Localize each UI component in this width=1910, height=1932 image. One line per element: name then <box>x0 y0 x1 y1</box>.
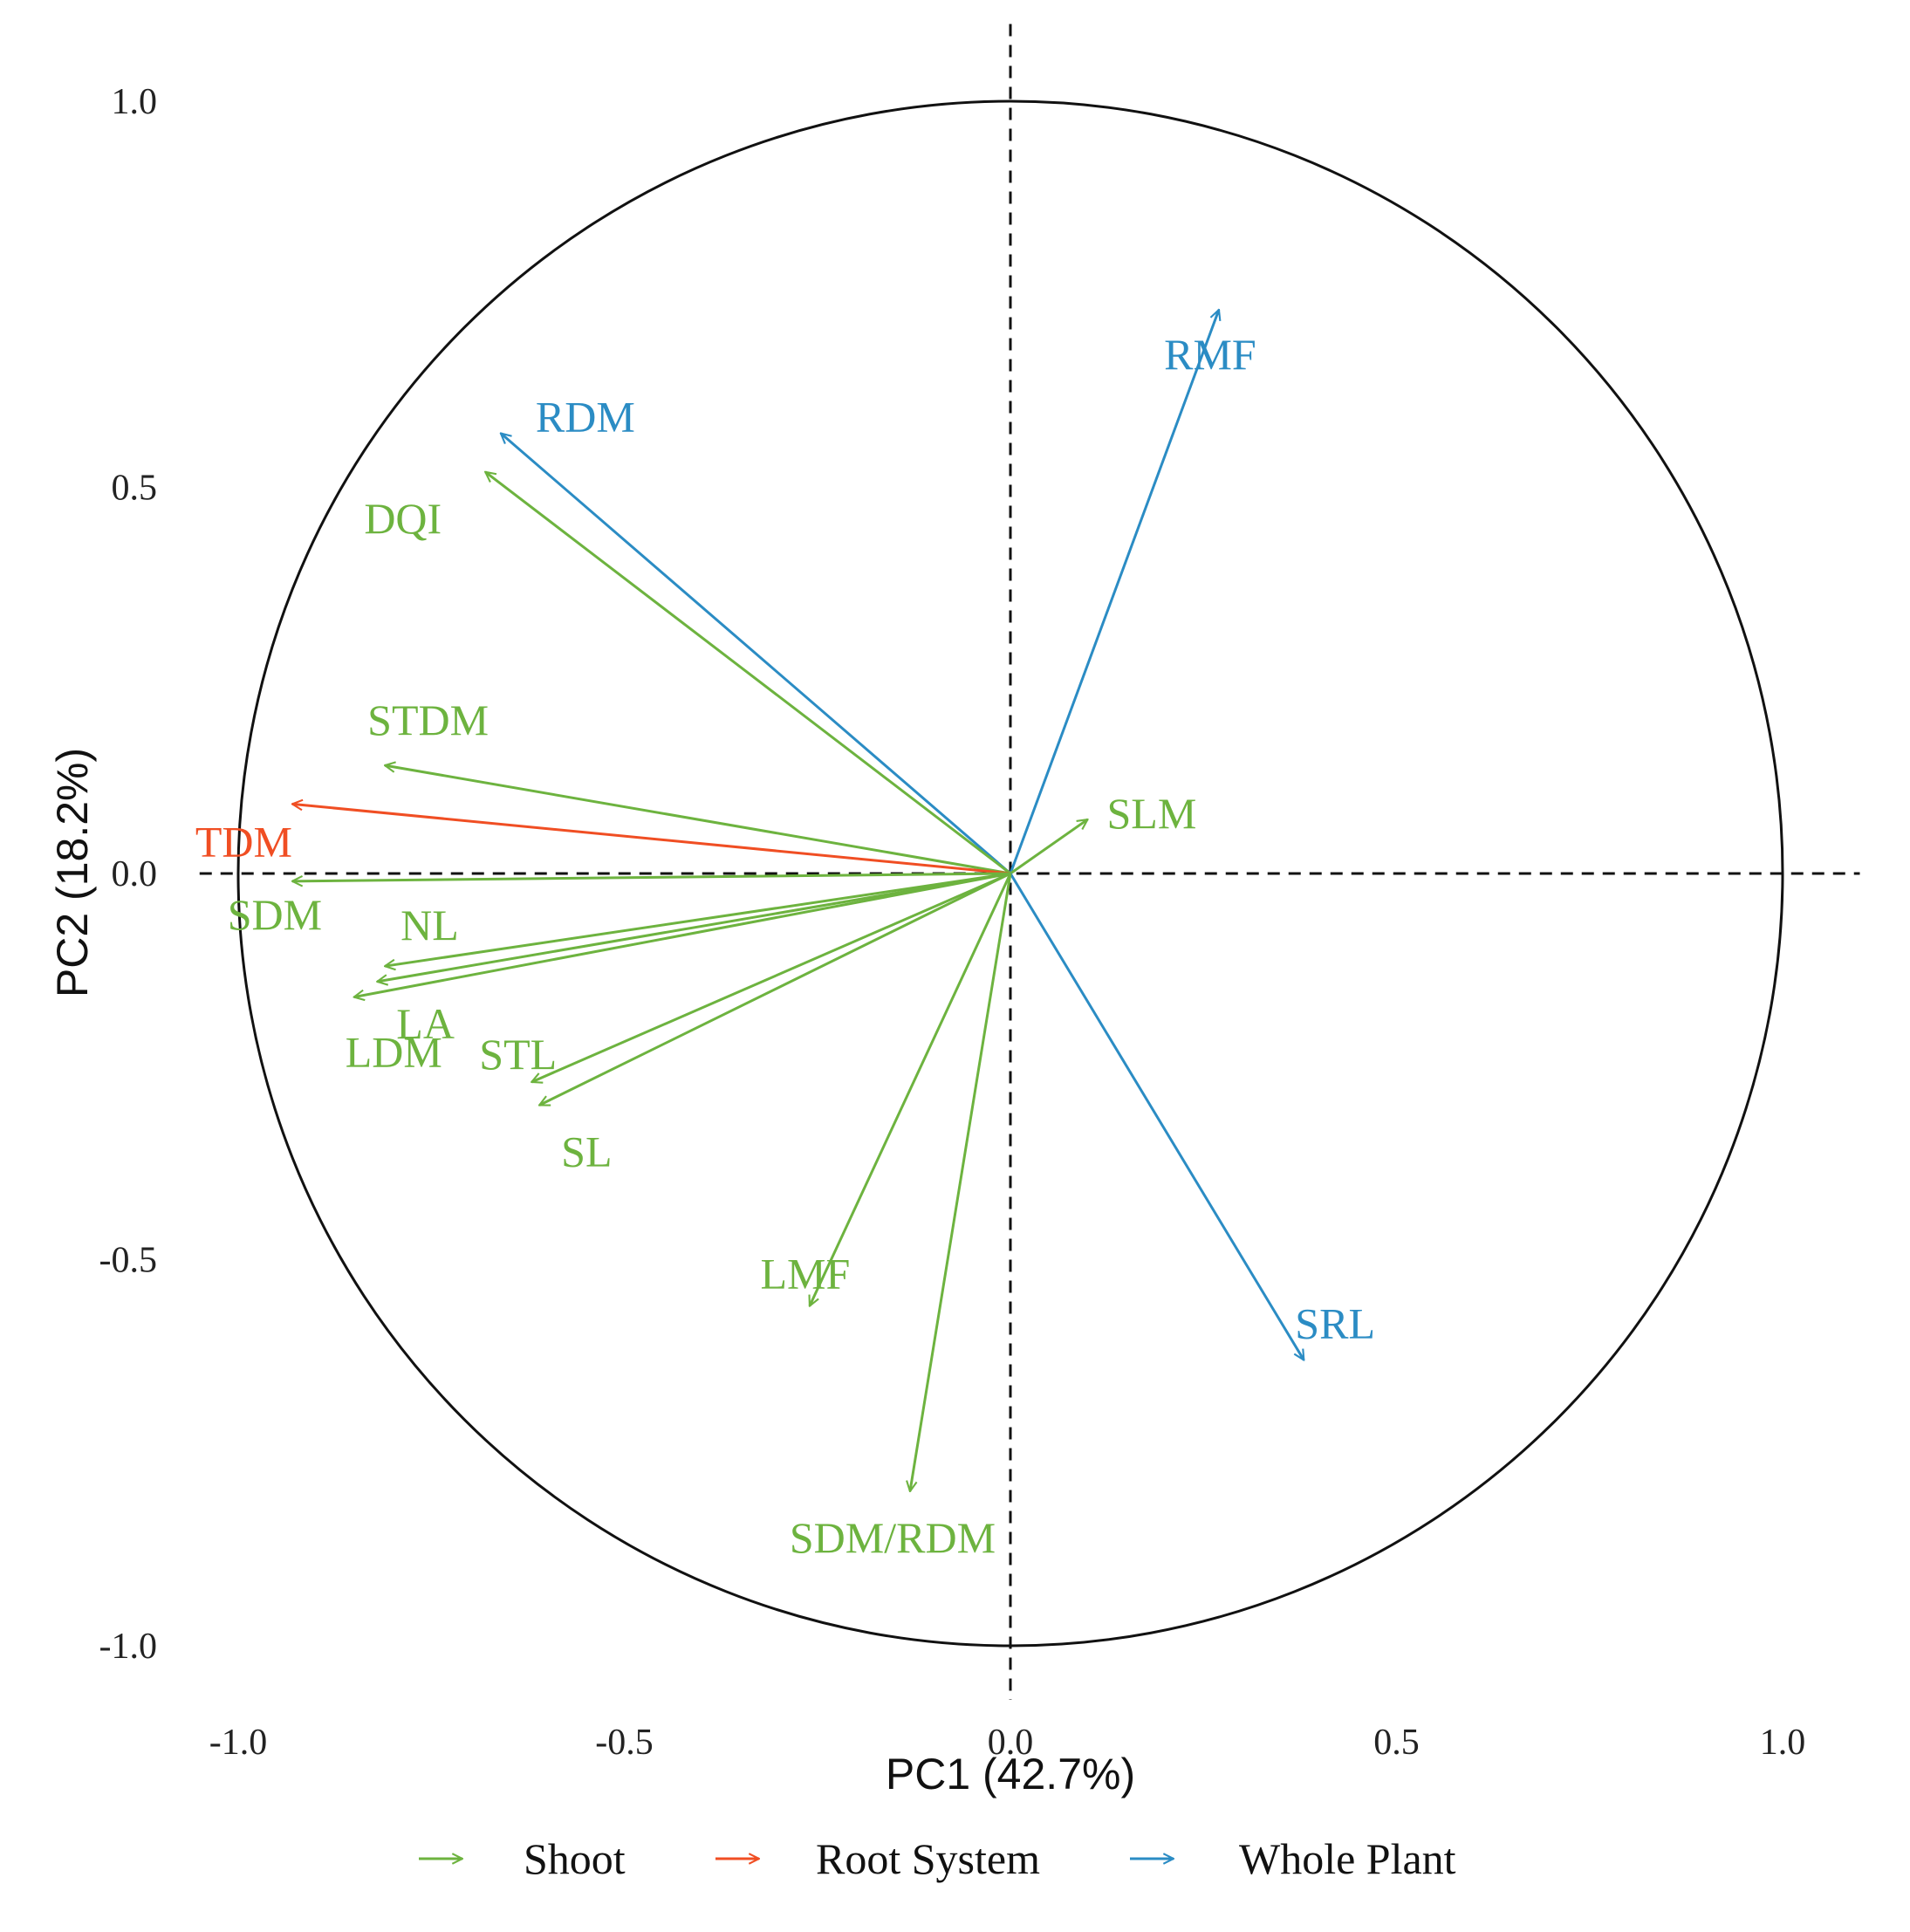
vector-label-rmf: RMF <box>1164 330 1256 379</box>
legend-label-root-system: Root System <box>816 1834 1040 1883</box>
y-tick-label: 0.5 <box>112 469 158 509</box>
y-tick-labels: 1.0 0.5 0.0 -0.5 -1.0 <box>99 82 158 1667</box>
legend-item-root-system: Root System <box>715 1834 1040 1883</box>
vector-lmf <box>810 873 1012 1306</box>
y-tick-label: -0.5 <box>99 1241 158 1281</box>
y-tick-label: 1.0 <box>112 82 158 122</box>
vector-dqi <box>485 472 1011 875</box>
vector-label-stdm: STDM <box>367 695 489 744</box>
x-tick-label: 1.0 <box>1760 1723 1806 1763</box>
x-tick-label: 0.0 <box>988 1723 1034 1763</box>
vector-label-tdm: TDM <box>195 817 292 866</box>
vector-sdm-rdm <box>910 873 1012 1491</box>
vector-label-lmf: LMF <box>760 1250 850 1298</box>
y-tick-label: 0.0 <box>112 854 158 894</box>
x-tick-label: -1.0 <box>209 1723 268 1763</box>
vector-nl <box>385 872 1011 966</box>
x-tick-label: -0.5 <box>595 1723 654 1763</box>
vector-sl <box>539 872 1011 1106</box>
vector-la <box>377 872 1011 982</box>
legend-item-shoot: Shoot <box>419 1834 626 1883</box>
x-tick-label: 0.5 <box>1373 1723 1420 1763</box>
vector-rdm <box>501 434 1011 875</box>
y-axis-title: PC2 (18.2%) <box>48 748 97 997</box>
vector-tdm <box>292 804 1011 875</box>
vector-label-sdm-rdm: SDM/RDM <box>790 1513 996 1562</box>
vector-label-sdm: SDM <box>228 890 322 939</box>
vector-label-rdm: RDM <box>536 393 635 442</box>
legend: Shoot Root System Whole Plant <box>419 1834 1456 1883</box>
vector-ldm <box>354 872 1011 997</box>
vector-stdm <box>385 765 1011 875</box>
y-tick-label: -1.0 <box>99 1627 158 1667</box>
vector-label-srl: SRL <box>1295 1299 1375 1348</box>
vector-sdm <box>292 872 1011 881</box>
x-tick-labels: -1.0 -0.5 0.0 0.5 1.0 <box>209 1723 1806 1763</box>
vector-label-la: LA <box>396 999 455 1048</box>
vector-label-ldm: LDM <box>346 1028 442 1077</box>
legend-item-whole-plant: Whole Plant <box>1130 1834 1456 1883</box>
vector-srl <box>1009 873 1305 1360</box>
vector-label-nl: NL <box>400 901 459 949</box>
vector-label-dqi: DQI <box>364 494 442 543</box>
loading-vectors <box>292 310 1305 1491</box>
vector-label-sl: SL <box>561 1127 612 1176</box>
legend-label-shoot: Shoot <box>524 1834 626 1883</box>
x-axis-title: PC1 (42.7%) <box>886 1750 1135 1798</box>
vector-stl <box>531 872 1011 1082</box>
legend-label-whole-plant: Whole Plant <box>1239 1834 1456 1883</box>
vector-rmf <box>1009 310 1219 874</box>
vector-label-stl: STL <box>479 1030 557 1079</box>
vector-slm <box>1010 819 1088 875</box>
vector-label-slm: SLM <box>1107 789 1197 838</box>
